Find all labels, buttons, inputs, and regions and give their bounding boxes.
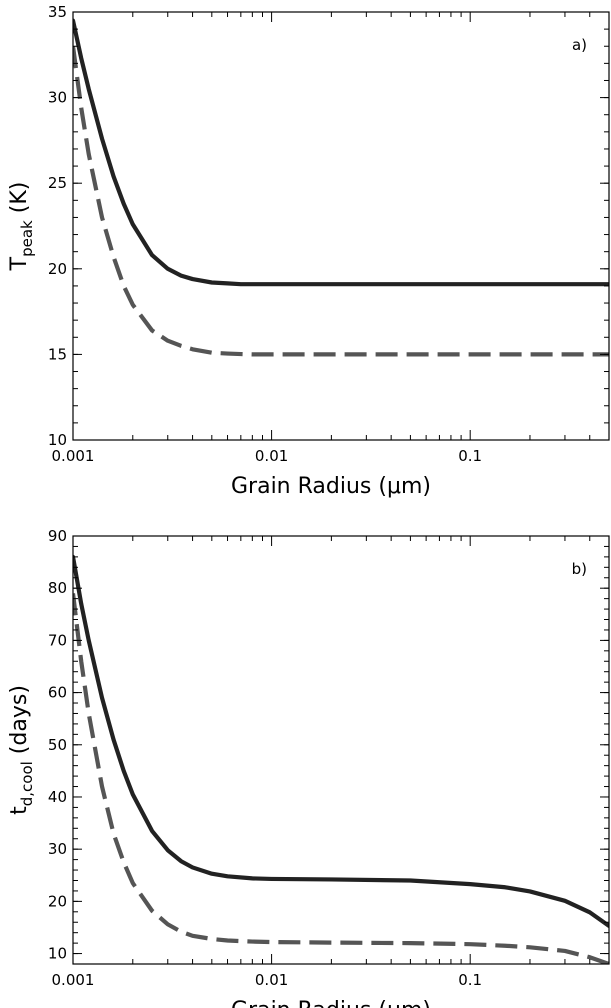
y-tick-label: 10 [48, 945, 67, 963]
panel-label: b) [572, 560, 587, 578]
y-axis-title-main: T [7, 256, 32, 271]
series-line-dashed [73, 593, 609, 964]
x-axis-title: Grain Radius (μm) [231, 998, 431, 1008]
y-tick-label: 20 [48, 260, 67, 278]
y-tick-label: 25 [48, 174, 67, 192]
axis-frame [72, 535, 610, 965]
x-tick-label: 0.1 [458, 447, 482, 465]
x-tick-label: 0.1 [458, 971, 482, 989]
y-axis-title-unit: (K) [7, 182, 32, 221]
x-tick-label: 0.01 [255, 447, 288, 465]
panel-a: 10 15 20 25 30 35 0.001 0.01 0.1 a) Grain Radius (… [7, 3, 610, 499]
series-line-solid [73, 18, 609, 287]
y-axis-title-unit: (days) [7, 685, 32, 761]
x-tick-label: 0.001 [52, 447, 95, 465]
panel-b: 10 20 30 40 50 60 70 80 90 0.001 0.01 0.1 b) Grain Ra… [7, 527, 610, 1008]
y-tick-label: 40 [48, 788, 67, 806]
y-axis-title-subscript: d,cool [18, 761, 36, 806]
y-tick-label: 30 [48, 89, 67, 107]
y-tick-label: 10 [48, 431, 67, 449]
panel-label: a) [572, 36, 587, 54]
x-axis-title: Grain Radius (μm) [231, 474, 431, 499]
y-tick-label: 15 [48, 345, 67, 363]
y-tick-label: 35 [48, 3, 67, 21]
y-tick-label: 50 [48, 736, 67, 754]
y-tick-label: 90 [48, 527, 67, 545]
axis-frame [72, 11, 610, 441]
x-tick-label: 0.01 [255, 971, 288, 989]
y-tick-label: 70 [48, 631, 67, 649]
series-line-dashed [73, 45, 609, 357]
y-axis-title-subscript: peak [18, 220, 36, 257]
y-tick-label: 20 [48, 892, 67, 910]
x-tick-label: 0.001 [52, 971, 95, 989]
series-line-solid [73, 554, 609, 928]
y-tick-label: 80 [48, 579, 67, 597]
y-axis-title: Tpeak (K) [7, 182, 36, 272]
y-tick-label: 30 [48, 840, 67, 858]
y-axis-title-main: t [7, 806, 32, 815]
y-tick-label: 60 [48, 684, 67, 702]
y-axis-title: td,cool (days) [7, 685, 36, 815]
